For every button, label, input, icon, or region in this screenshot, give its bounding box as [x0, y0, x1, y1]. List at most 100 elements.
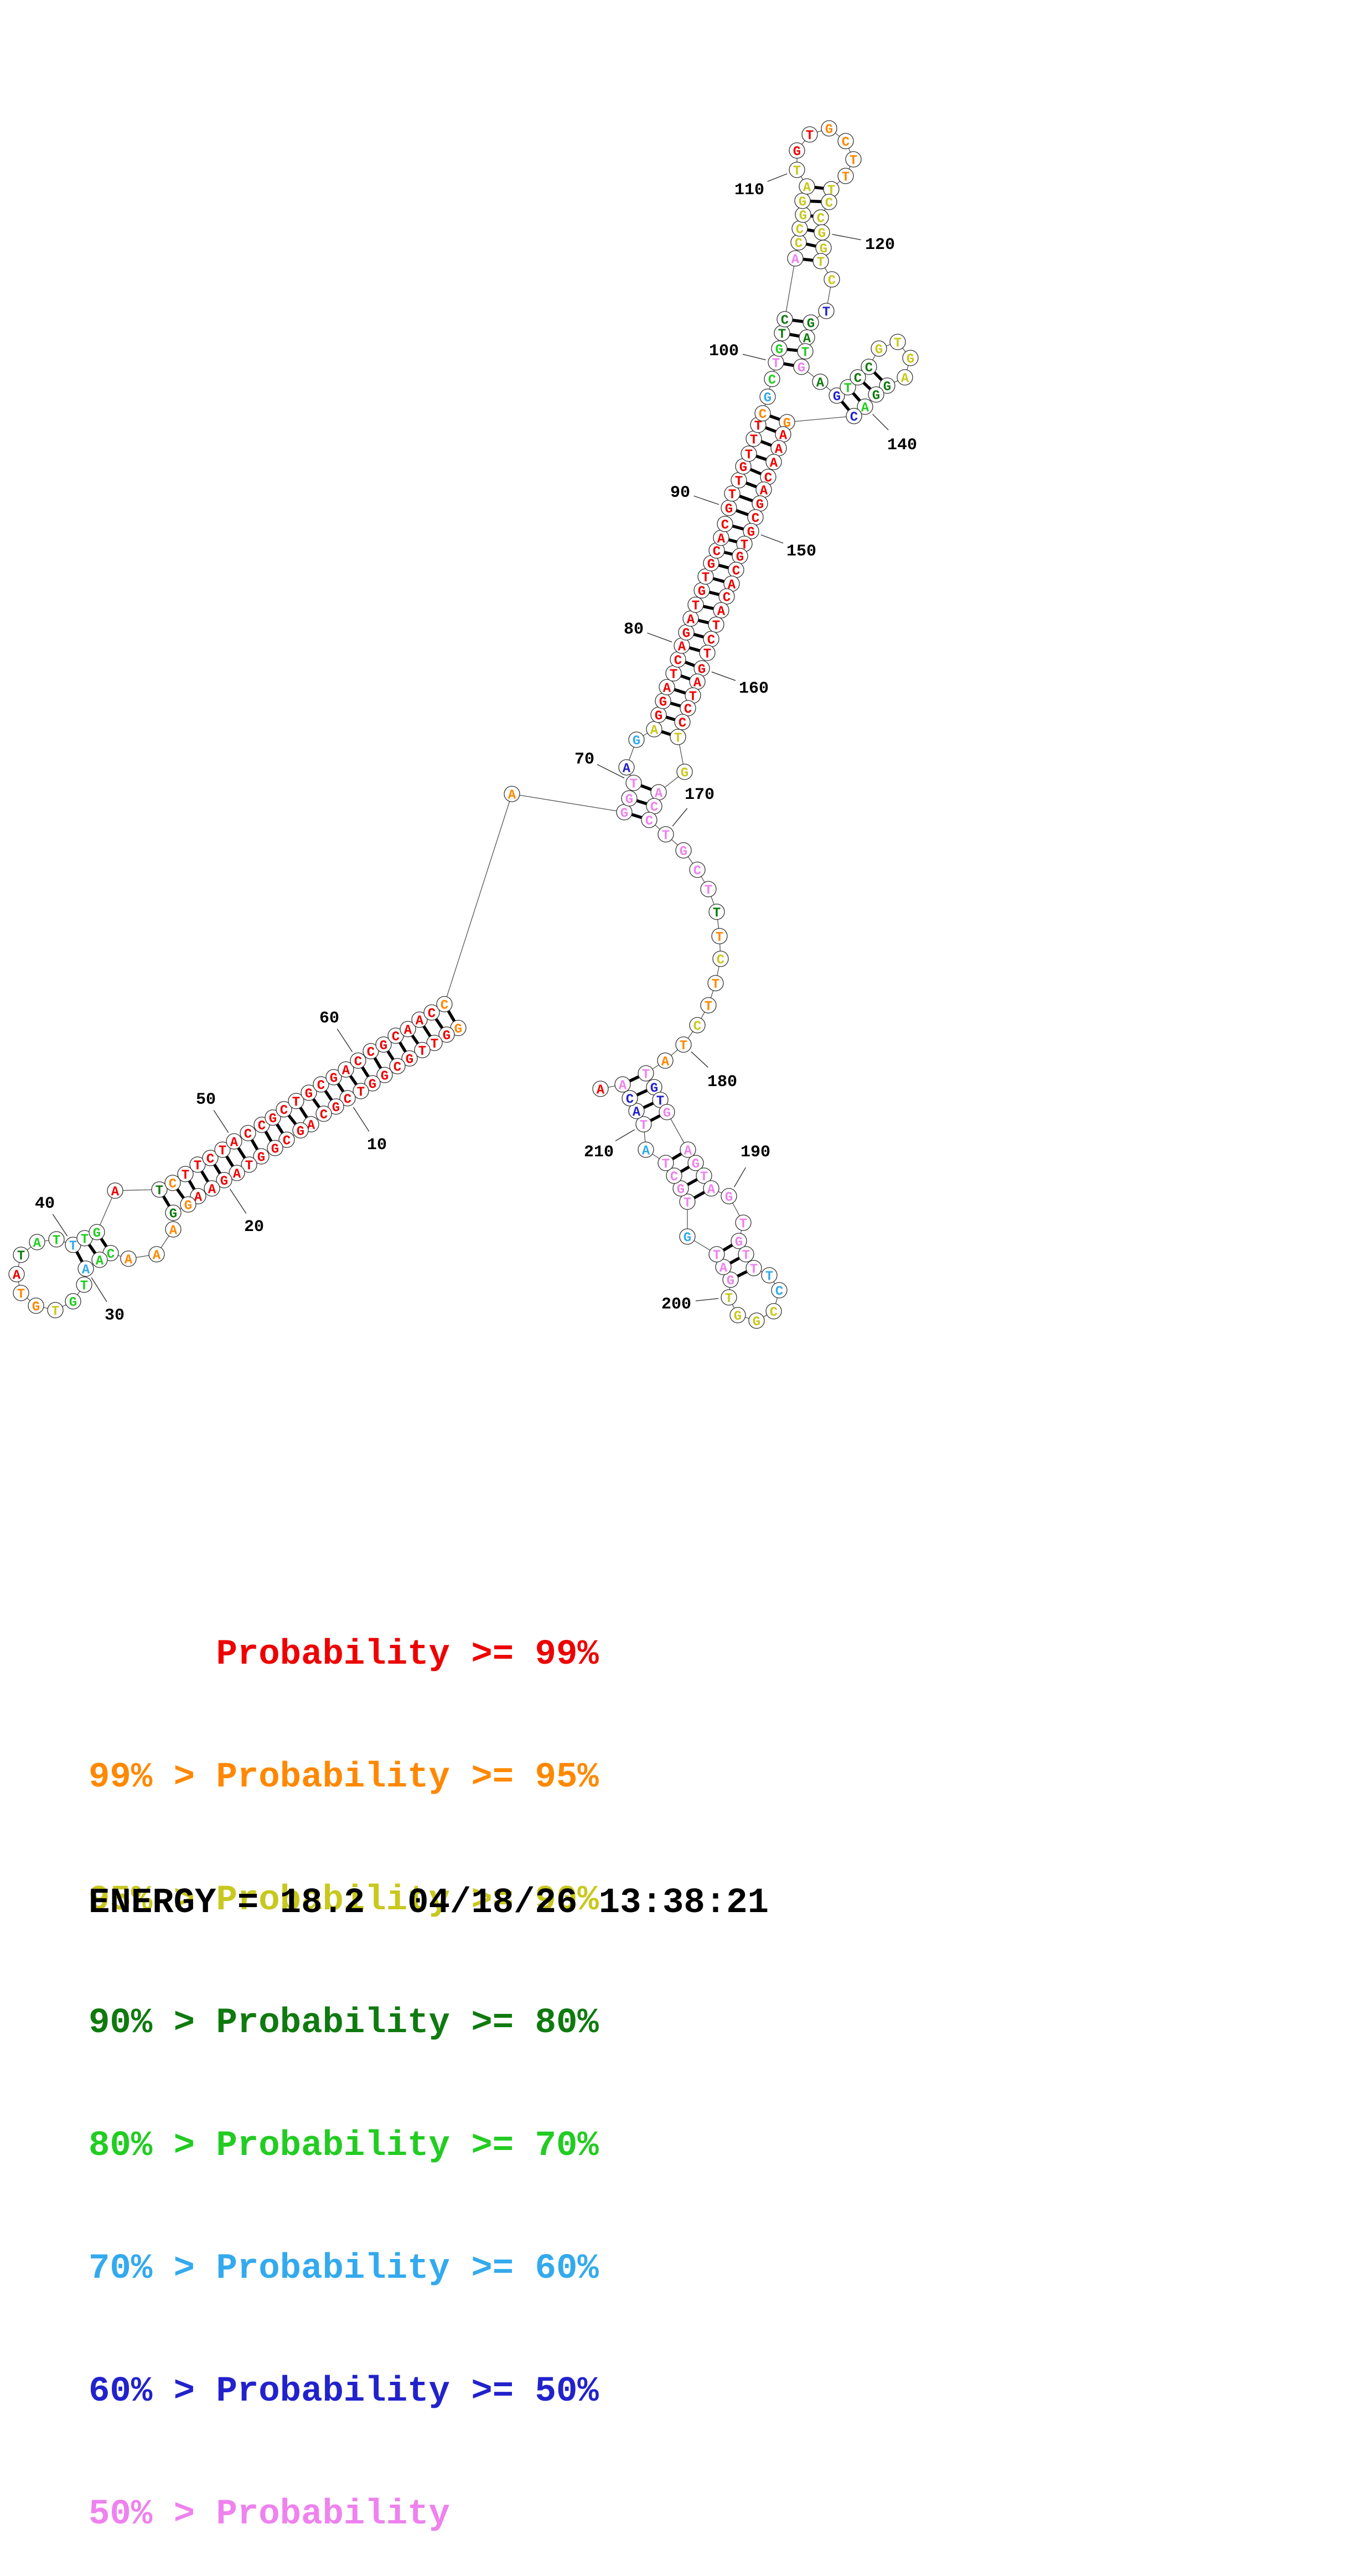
- nucleotide-circle: [761, 1267, 778, 1284]
- nucleotide-base: A: [208, 1183, 216, 1198]
- nucleotide-base: T: [656, 1094, 664, 1109]
- nucleotide-circle: [748, 1312, 765, 1329]
- nucleotide-circle: [674, 714, 691, 730]
- nucleotide-circle: [216, 1172, 232, 1188]
- nucleotide-base: A: [770, 456, 778, 471]
- nucleotide-circle: [897, 369, 913, 386]
- nucleotide-base: A: [760, 484, 768, 499]
- nucleotide-circle: [879, 377, 895, 394]
- nucleotide-circle: [29, 1234, 45, 1250]
- nucleotide-base: A: [861, 401, 869, 416]
- nucleotide-base: T: [713, 1249, 721, 1264]
- nucleotide-base: T: [772, 357, 780, 372]
- nucleotide-base: G: [764, 391, 772, 406]
- nucleotide-circle: [315, 1105, 332, 1122]
- nucleotide-base: G: [735, 1235, 743, 1250]
- nucleotide-base: C: [283, 1134, 291, 1149]
- legend-line: Probability >= 99%: [89, 1635, 599, 1675]
- nucleotide-base: C: [723, 591, 731, 606]
- nucleotide-base: A: [803, 332, 811, 347]
- nucleotide-base: G: [381, 1069, 389, 1084]
- nucleotide-circle: [253, 1148, 270, 1165]
- nucleotide-circle: [338, 1061, 354, 1078]
- nucleotide-base: T: [431, 1037, 438, 1052]
- legend-line: 80% > Probability >= 70%: [89, 2126, 599, 2166]
- nucleotide-circle: [107, 1182, 123, 1199]
- nucleotide-circle: [724, 485, 741, 502]
- nucleotide-base: T: [716, 931, 723, 946]
- nucleotide-base: A: [803, 181, 811, 196]
- nucleotide-base: T: [670, 668, 677, 683]
- position-label: 80: [624, 620, 644, 639]
- nucleotide-base: A: [650, 724, 659, 739]
- position-label: 150: [786, 542, 816, 561]
- nucleotide-base: G: [93, 1227, 101, 1242]
- nucleotide-circle: [731, 1233, 747, 1249]
- nucleotide-circle: [657, 1052, 674, 1069]
- nucleotide-base: A: [342, 1064, 350, 1079]
- mfold-probability-plot-page: { "colors": { "r": "#ee0000", "o": "#ff8…: [8, 120, 919, 2535]
- nucleotide-circle: [902, 350, 919, 366]
- nucleotide-circle: [711, 928, 728, 944]
- nucleotide-base: T: [662, 829, 670, 844]
- nucleotide-circle: [735, 1214, 752, 1231]
- nucleotide-circle: [812, 373, 829, 390]
- nucleotide-base: A: [96, 1254, 104, 1269]
- nucleotide-circle: [675, 842, 692, 859]
- label-leader-line: [672, 808, 688, 827]
- nucleotide-circle: [89, 1224, 105, 1240]
- label-leader-line: [872, 413, 889, 430]
- nucleotide-base: T: [194, 1159, 201, 1174]
- nucleotide-base: A: [623, 762, 631, 777]
- nucleotide-base: T: [750, 433, 758, 448]
- nucleotide-circle: [657, 826, 674, 843]
- nucleotide-circle: [400, 1021, 416, 1037]
- legend-line: 99% > Probability >= 95%: [89, 1758, 599, 1798]
- nucleotide-base: C: [670, 1170, 678, 1185]
- nucleotide-circle: [353, 1083, 369, 1099]
- label-leader-line: [615, 1129, 635, 1141]
- legend-line: 60% > Probability >= 50%: [89, 2372, 599, 2412]
- nucleotide-circle: [789, 142, 805, 159]
- nucleotide-base: C: [392, 1030, 400, 1045]
- nucleotide-base: C: [717, 953, 724, 968]
- label-leader-line: [91, 1277, 107, 1302]
- nucleotide-base: A: [416, 1014, 424, 1029]
- nucleotide-circle: [641, 812, 657, 828]
- nucleotide-circle: [799, 178, 815, 195]
- nucleotide-circle: [436, 996, 453, 1012]
- nucleotide-circle: [689, 861, 706, 878]
- nucleotide-base: A: [717, 532, 726, 547]
- label-leader-line: [760, 534, 784, 544]
- position-label: 160: [739, 679, 769, 698]
- nucleotide-base: T: [712, 978, 719, 993]
- nucleotide-base: T: [728, 488, 736, 503]
- nucleotide-base: T: [750, 1263, 758, 1277]
- nucleotide-circle: [165, 1204, 182, 1221]
- nucleotide-base: C: [244, 1128, 252, 1142]
- position-label: 20: [244, 1218, 264, 1237]
- nucleotide-circle: [301, 1084, 317, 1101]
- nucleotide-base: C: [344, 1093, 351, 1108]
- nucleotide-base: A: [13, 1269, 21, 1284]
- nucleotide-circle: [423, 1004, 440, 1021]
- nucleotide-base: C: [206, 1152, 214, 1167]
- nucleotide-base: G: [620, 807, 628, 822]
- nucleotide-circle: [676, 764, 693, 780]
- nucleotide-circle: [821, 120, 837, 137]
- nucleotide-base: T: [674, 731, 682, 746]
- label-leader-line: [711, 671, 736, 681]
- nucleotide-circle: [659, 1104, 675, 1120]
- nucleotide-base: G: [883, 380, 891, 395]
- legend-line: 95% > Probability >= 90%: [89, 1881, 599, 1920]
- nucleotide-base: G: [734, 1310, 742, 1325]
- nucleotide-base: C: [850, 411, 858, 425]
- nucleotide-base: T: [81, 1233, 89, 1248]
- nucleotide-base: G: [169, 1207, 177, 1222]
- energy-text: ENERGY = 18.2 04/18/26 13:38:21: [89, 1883, 769, 1923]
- nucleotide-circle: [328, 1098, 344, 1115]
- label-leader-line: [597, 764, 625, 779]
- nucleotide-base: C: [713, 545, 721, 560]
- nucleotide-circle: [771, 1282, 788, 1299]
- nucleotide-base: G: [681, 766, 688, 781]
